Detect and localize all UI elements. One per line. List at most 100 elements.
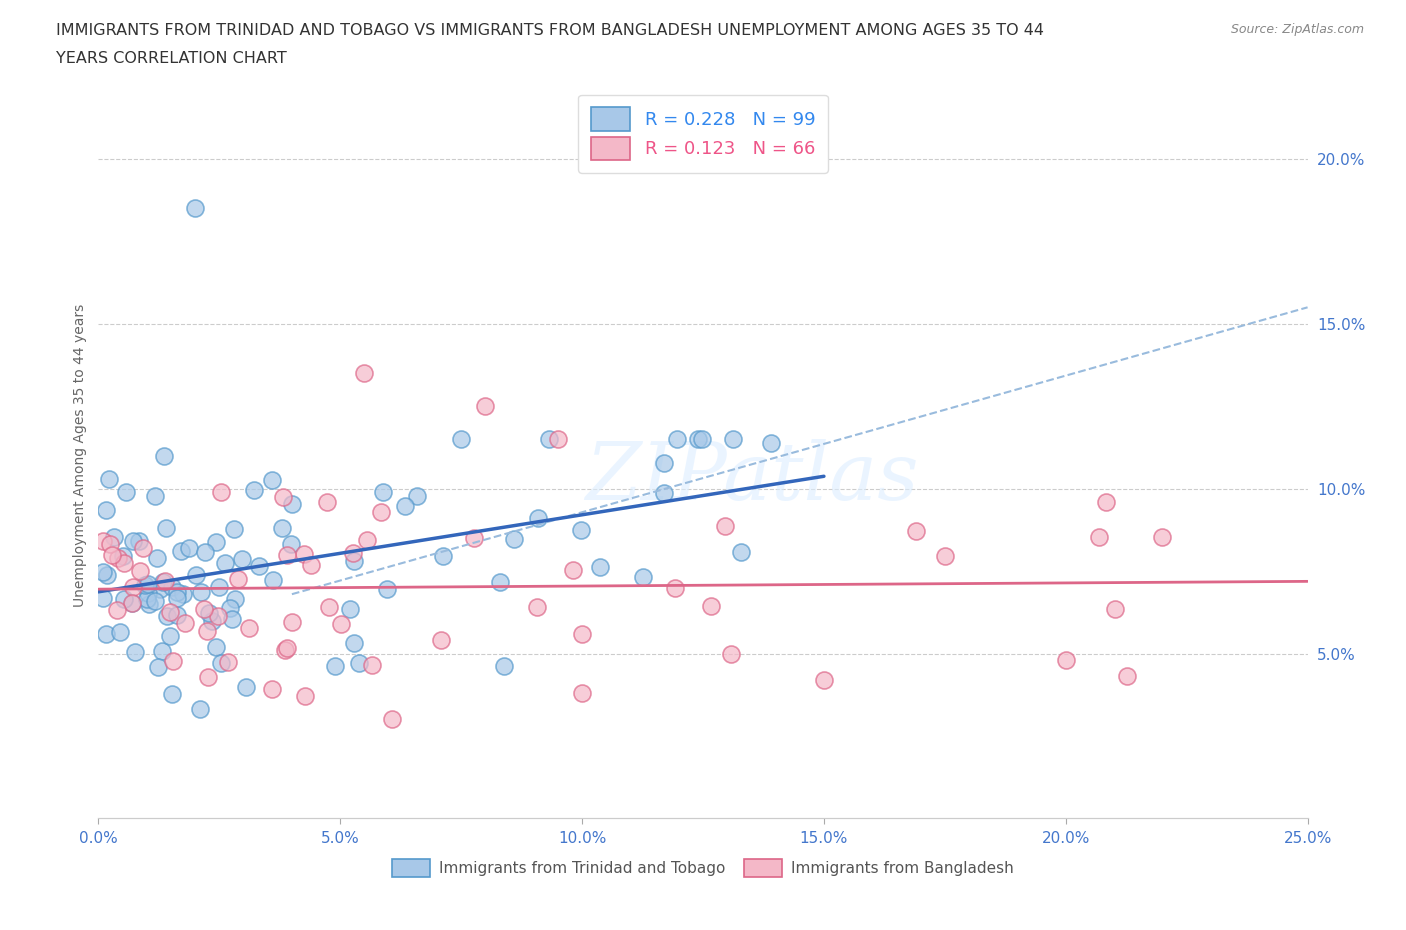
Point xyxy=(156,608,179,623)
Point xyxy=(1054,653,1077,668)
Point xyxy=(201,614,224,629)
Point xyxy=(197,605,219,620)
Point xyxy=(91,533,114,548)
Point xyxy=(316,494,339,509)
Point xyxy=(343,554,366,569)
Point xyxy=(276,547,298,562)
Point xyxy=(121,595,143,610)
Point xyxy=(494,658,516,673)
Point xyxy=(571,685,593,700)
Point xyxy=(430,632,453,647)
Point xyxy=(271,489,294,504)
Point xyxy=(339,602,361,617)
Point xyxy=(713,519,735,534)
Point xyxy=(208,579,231,594)
Point xyxy=(91,591,114,605)
Point xyxy=(121,579,143,594)
Point xyxy=(159,629,181,644)
Point xyxy=(166,585,188,600)
Point xyxy=(281,615,304,630)
Point xyxy=(115,485,138,499)
Point xyxy=(152,575,174,590)
Point xyxy=(347,656,370,671)
Point xyxy=(588,559,610,574)
Point xyxy=(377,582,399,597)
Point xyxy=(1104,602,1126,617)
Point xyxy=(217,655,239,670)
Point xyxy=(112,555,135,570)
Point xyxy=(138,596,160,611)
Point xyxy=(330,617,353,631)
Point xyxy=(226,572,249,587)
Point xyxy=(631,569,654,584)
Text: IMMIGRANTS FROM TRINIDAD AND TOBAGO VS IMMIGRANTS FROM BANGLADESH UNEMPLOYMENT A: IMMIGRANTS FROM TRINIDAD AND TOBAGO VS I… xyxy=(56,23,1045,38)
Point xyxy=(159,604,181,619)
Point xyxy=(1150,529,1173,544)
Point xyxy=(108,625,131,640)
Point xyxy=(381,712,404,727)
Point xyxy=(260,472,283,487)
Point xyxy=(721,432,744,446)
Point xyxy=(526,511,548,525)
Point xyxy=(162,653,184,668)
Point xyxy=(101,548,124,563)
Point xyxy=(193,602,215,617)
Point xyxy=(107,551,129,565)
Point xyxy=(1088,530,1111,545)
Point xyxy=(343,636,366,651)
Point xyxy=(904,524,927,538)
Point xyxy=(356,533,378,548)
Point xyxy=(325,658,347,673)
Point xyxy=(280,537,302,551)
Point xyxy=(190,585,212,600)
Point xyxy=(222,522,245,537)
Point xyxy=(184,201,207,216)
Point xyxy=(262,573,284,588)
Point xyxy=(526,600,548,615)
Point xyxy=(197,670,219,684)
Point xyxy=(690,432,713,446)
Point xyxy=(547,432,569,446)
Point xyxy=(271,520,294,535)
Text: YEARS CORRELATION CHART: YEARS CORRELATION CHART xyxy=(56,51,287,66)
Point xyxy=(214,556,236,571)
Point xyxy=(207,609,229,624)
Point xyxy=(184,567,207,582)
Point xyxy=(360,658,382,673)
Point xyxy=(209,656,232,671)
Point xyxy=(699,598,721,613)
Point xyxy=(373,485,395,499)
Point xyxy=(136,585,159,600)
Point xyxy=(260,682,283,697)
Point xyxy=(294,688,316,703)
Point xyxy=(686,432,709,446)
Point xyxy=(406,488,429,503)
Point xyxy=(107,603,129,618)
Point xyxy=(96,503,118,518)
Point xyxy=(162,579,184,594)
Point xyxy=(342,546,364,561)
Point xyxy=(273,643,295,658)
Point xyxy=(132,540,155,555)
Point xyxy=(209,485,232,499)
Point xyxy=(292,547,315,562)
Point xyxy=(121,595,143,610)
Point xyxy=(231,551,253,566)
Point xyxy=(488,575,510,590)
Point xyxy=(276,641,298,656)
Y-axis label: Unemployment Among Ages 35 to 44 years: Unemployment Among Ages 35 to 44 years xyxy=(73,304,87,607)
Point xyxy=(166,591,188,605)
Point xyxy=(813,672,835,687)
Point xyxy=(243,483,266,498)
Point xyxy=(188,701,211,716)
Point xyxy=(204,640,226,655)
Point xyxy=(235,679,257,694)
Point xyxy=(155,521,177,536)
Point xyxy=(124,644,146,659)
Point xyxy=(299,557,322,572)
Point xyxy=(219,601,242,616)
Point xyxy=(1116,669,1139,684)
Point xyxy=(537,432,560,446)
Point xyxy=(111,549,134,564)
Point xyxy=(205,535,228,550)
